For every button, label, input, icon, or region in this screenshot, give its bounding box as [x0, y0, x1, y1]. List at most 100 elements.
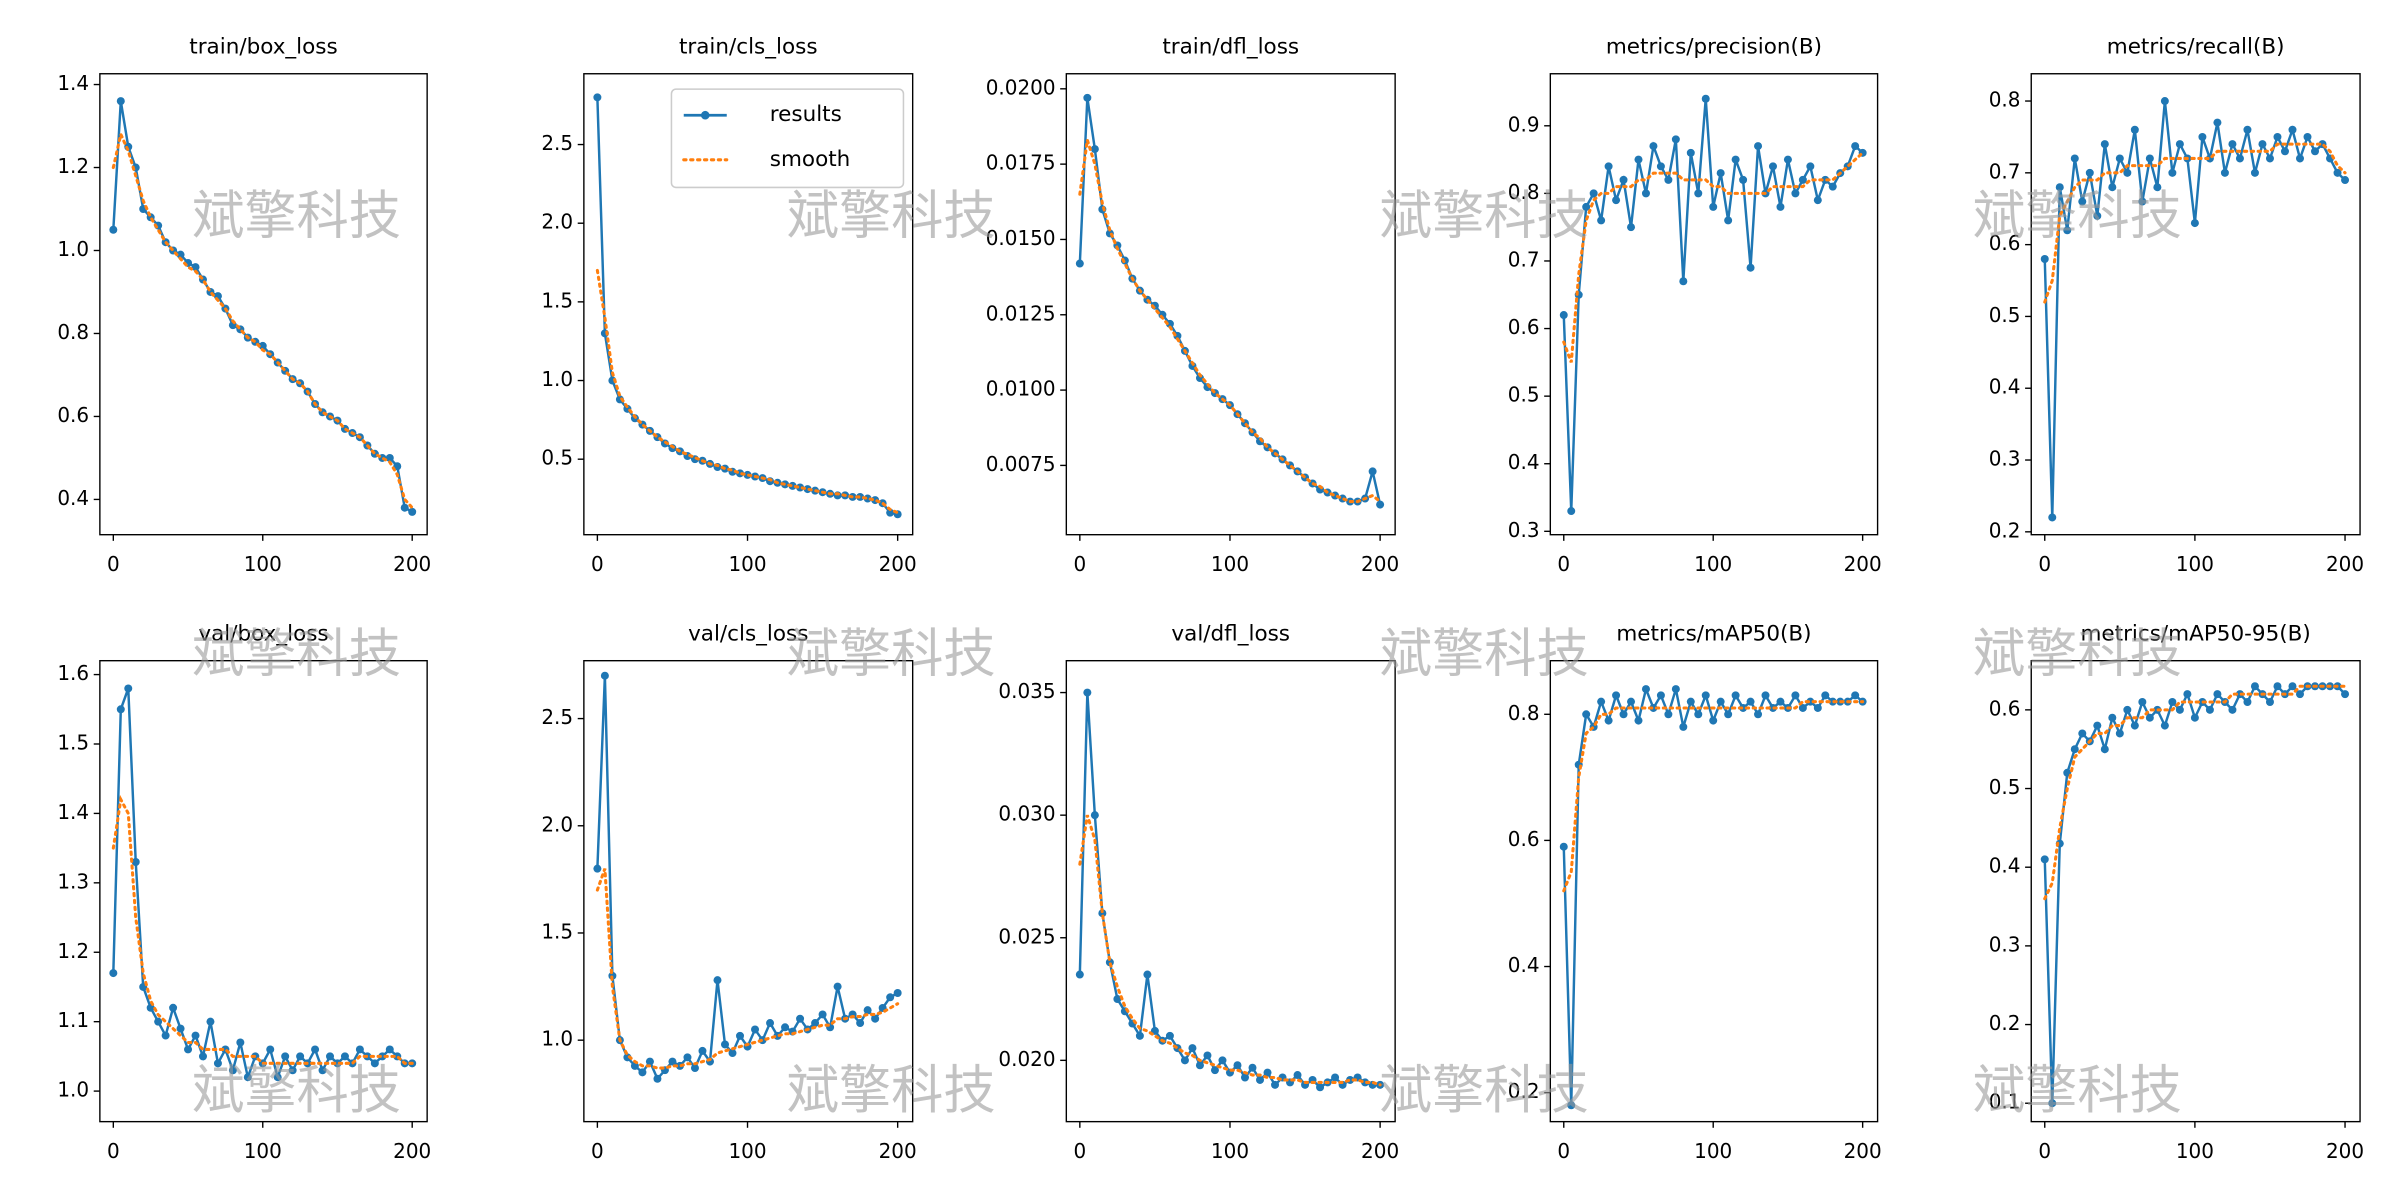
result-point: [1240, 1073, 1249, 1082]
result-point: [781, 1023, 790, 1032]
result-point: [2168, 168, 2177, 177]
y-tick-label: 0.1: [1989, 1090, 2021, 1114]
legend-marker: [700, 110, 710, 120]
legend-label: results: [770, 102, 842, 127]
result-point: [1582, 202, 1591, 211]
result-point: [1083, 688, 1092, 697]
plot-area: [99, 73, 428, 535]
plot-area: [2031, 73, 2361, 535]
y-tick-label: 1.0: [57, 237, 89, 261]
result-point: [184, 1045, 193, 1054]
result-point: [1828, 182, 1837, 191]
watermark: 斌擎科技: [787, 1061, 996, 1121]
subplot-title: val/dfl_loss: [1171, 622, 1290, 647]
plot-frame: [1065, 660, 1396, 1123]
result-point: [1686, 148, 1695, 157]
subplot-title: train/box_loss: [189, 35, 337, 60]
result-point: [683, 1053, 692, 1062]
result-point: [1203, 1051, 1212, 1060]
result-point: [1075, 970, 1084, 979]
y-tick-label: 0.6: [57, 403, 89, 427]
result-point: [721, 1040, 729, 1049]
result-point: [236, 1038, 245, 1047]
result-point: [1567, 507, 1576, 516]
result-point: [2175, 140, 2184, 149]
result-point: [1664, 175, 1673, 184]
result-point: [1649, 703, 1658, 712]
result-point: [176, 1024, 185, 1033]
result-point: [638, 1068, 647, 1077]
result-point: [1783, 155, 1792, 164]
plot-frame: [1549, 660, 1879, 1123]
result-point: [2228, 140, 2237, 149]
result-point: [2063, 226, 2072, 235]
y-tick-label: 0.035: [998, 679, 1055, 703]
result-point: [1701, 94, 1710, 103]
y-tick-label: 0.8: [1508, 180, 1540, 204]
result-point: [1791, 691, 1800, 700]
x-tick-label: 100: [244, 552, 282, 576]
result-point: [2213, 118, 2222, 127]
subplot-title: train/cls_loss: [679, 35, 818, 60]
result-point: [131, 858, 140, 867]
result-point: [2265, 698, 2274, 706]
x-tick-label: 0: [2038, 1139, 2051, 1163]
result-point: [2085, 168, 2094, 177]
result-point: [886, 993, 895, 1002]
y-tick-label: 0.8: [57, 320, 89, 344]
plot-area: [1066, 73, 1396, 535]
result-point: [2250, 168, 2259, 177]
result-point: [690, 1064, 699, 1073]
smooth-line: [1562, 700, 1865, 893]
x-tick-label: 200: [2326, 1139, 2364, 1163]
x-tick-label: 100: [244, 1139, 282, 1163]
y-tick-label: 0.3: [1508, 518, 1540, 542]
result-point: [1716, 169, 1725, 178]
y-tick-label: 0.0150: [986, 226, 1056, 250]
x-tick-label: 200: [2326, 552, 2364, 576]
result-point: [1731, 155, 1740, 164]
result-point: [1746, 263, 1755, 272]
result-point: [2265, 154, 2274, 163]
result-point: [1798, 175, 1807, 184]
watermark: 斌擎科技: [192, 625, 401, 685]
y-tick-label: 0.6: [1989, 231, 2021, 255]
plot-area: [99, 660, 428, 1122]
result-point: [2288, 682, 2297, 691]
result-point: [1813, 703, 1822, 712]
result-point: [2295, 154, 2304, 163]
plot-area: [1550, 73, 1878, 535]
result-point: [161, 1031, 170, 1040]
y-tick-label: 0.7: [1508, 247, 1540, 271]
result-point: [2070, 745, 2079, 754]
result-point: [863, 494, 872, 503]
result-point: [296, 1052, 305, 1061]
result-point: [1233, 1061, 1242, 1070]
result-point: [2093, 721, 2102, 730]
y-tick-label: 0.4: [1508, 953, 1540, 977]
result-point: [1368, 467, 1377, 476]
watermark: 斌擎科技: [192, 187, 401, 247]
result-point: [1694, 189, 1703, 198]
plot-frame: [2030, 660, 2361, 1123]
result-point: [1195, 1061, 1204, 1070]
result-point: [645, 1057, 654, 1066]
result-point: [1806, 162, 1815, 171]
result-point: [856, 1019, 865, 1028]
subplot-title: val/box_loss: [198, 622, 328, 647]
subplot-title: metrics/mAP50-95(B): [2080, 622, 2310, 647]
x-tick-label: 0: [1073, 552, 1086, 576]
result-point: [1597, 216, 1606, 225]
result-point: [2341, 176, 2350, 185]
result-point: [311, 1045, 320, 1054]
result-point: [2295, 690, 2304, 699]
result-point: [109, 225, 118, 234]
result-point: [1612, 196, 1621, 205]
watermark: 斌擎科技: [1380, 1061, 1589, 1121]
result-point: [266, 1045, 275, 1054]
plot-area: [2031, 660, 2361, 1122]
y-tick-label: 0.020: [998, 1047, 1055, 1071]
smooth-line: [1078, 814, 1382, 1087]
x-tick-label: 100: [728, 552, 766, 576]
